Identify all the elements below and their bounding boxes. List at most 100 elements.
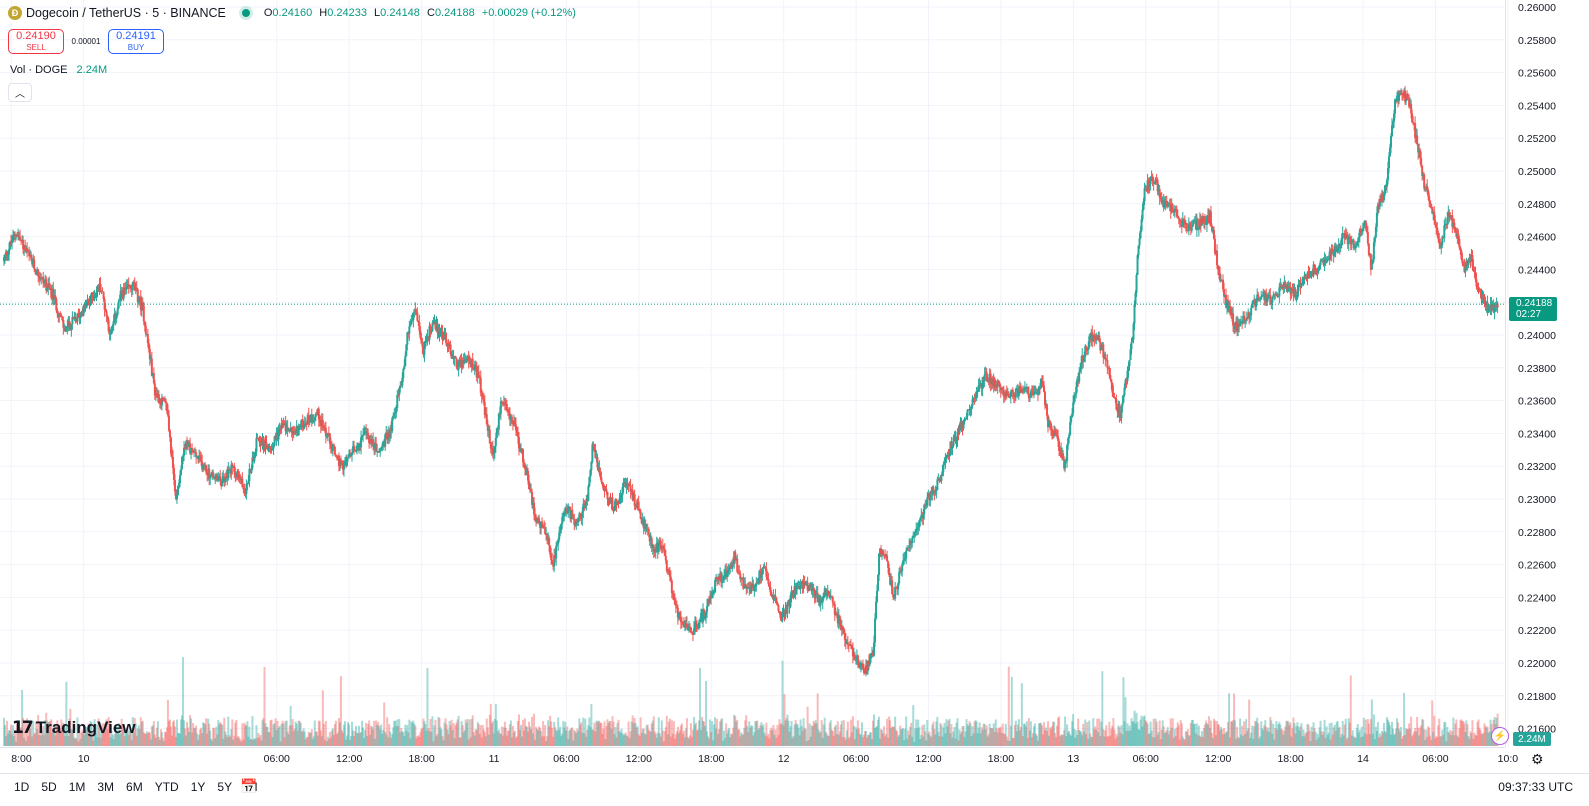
volume-bar (1268, 732, 1271, 746)
volume-bar (392, 727, 395, 746)
time-axis[interactable]: 8:00 10 06:00 12:00 18:00 11 06:00 12:00 18:00 12… (11, 753, 1518, 765)
volume-bar (457, 715, 460, 746)
price-axis[interactable]: 0.260000.258000.256000.254000.252000.250… (1518, 2, 1556, 736)
symbol-title[interactable]: Dogecoin / TetherUS · 5 · BINANCE (26, 6, 226, 20)
candle-body (86, 300, 89, 304)
range-1y[interactable]: 1Y (190, 780, 206, 794)
volume-bar (769, 729, 772, 746)
volume-bar (996, 732, 999, 746)
candle-body (957, 431, 960, 434)
candle-body (907, 547, 910, 549)
candle-body (485, 414, 488, 424)
sell-button[interactable]: 0.24190 SELL (8, 29, 64, 54)
candle-body (129, 285, 132, 289)
volume-legend[interactable]: Vol · DOGE 2.24M (10, 64, 107, 76)
volume-bar (694, 722, 697, 746)
volume-bar (445, 724, 448, 746)
lightning-icon[interactable]: ⚡ (1491, 727, 1509, 745)
volume-bar (660, 720, 663, 746)
volume-bar (229, 736, 232, 746)
candle-body (1328, 251, 1331, 260)
volume-bar (236, 737, 239, 746)
candle-body (1494, 304, 1497, 308)
volume-bar (67, 736, 70, 746)
candle-body (439, 332, 442, 335)
candle-body (424, 341, 427, 347)
volume-bar (237, 735, 240, 746)
volume-bar (48, 722, 51, 746)
candle-body (336, 455, 339, 458)
candle-body (1142, 201, 1145, 210)
tradingview-logo[interactable]: 𝟭𝟳 TradingView (12, 718, 136, 737)
candle-body (1308, 273, 1311, 276)
range-6m[interactable]: 6M (126, 780, 143, 794)
volume-bar (678, 730, 681, 746)
volume-bar (822, 724, 825, 746)
range-1m[interactable]: 1M (68, 780, 86, 794)
candle-body (32, 259, 35, 265)
candle-body (162, 399, 165, 401)
volume-bar (1375, 731, 1378, 746)
candle-body (1334, 245, 1337, 251)
collapse-legend-button[interactable]: ︿ (8, 83, 32, 102)
candle-body (1434, 220, 1437, 224)
candle-body (1310, 272, 1313, 275)
candle-body (229, 469, 232, 474)
candle-body (233, 466, 236, 473)
volume-bar (917, 719, 920, 746)
candle-body (820, 598, 823, 603)
buy-button[interactable]: 0.24191 BUY (108, 29, 164, 54)
volume-bar (240, 741, 243, 746)
candle-body (292, 430, 295, 435)
candle-body (1111, 382, 1114, 393)
volume-bar (44, 720, 47, 746)
candle-body (615, 499, 618, 506)
candle-body (817, 596, 820, 603)
volume-bar (903, 740, 906, 746)
volume-bar (611, 716, 614, 746)
candle-body (493, 446, 496, 453)
price-tick-label: 0.22400 (1518, 592, 1556, 604)
candle-body (1132, 323, 1135, 340)
volume-bar (841, 737, 844, 746)
candle-body (555, 545, 558, 559)
volume-bar (1137, 729, 1140, 746)
volume-bar (522, 730, 525, 746)
candle-body (1191, 223, 1194, 227)
calendar-icon[interactable]: 📅 (240, 778, 258, 794)
candle-body (665, 560, 668, 572)
volume-bar (713, 724, 716, 746)
volume-bar (1301, 736, 1304, 746)
volume-bar (73, 737, 76, 746)
candle-body (65, 328, 68, 332)
candle-body (932, 487, 935, 491)
range-5y[interactable]: 5Y (217, 780, 233, 794)
candle-body (179, 475, 182, 484)
volume-bar (723, 730, 726, 746)
utc-clock[interactable]: 09:37:33 UTC (1498, 780, 1573, 794)
candle-body (346, 457, 349, 459)
candle-body (971, 398, 974, 406)
range-ytd[interactable]: YTD (154, 780, 179, 794)
candle-body (1420, 157, 1423, 166)
volume-bar (1013, 724, 1016, 746)
gear-icon[interactable]: ⚙ (1531, 751, 1544, 767)
volume-bar (607, 722, 610, 746)
volume-bar (658, 733, 661, 746)
volume-bar (1431, 700, 1434, 746)
volume-bar (620, 728, 623, 746)
candle-body (1169, 205, 1172, 212)
range-5d[interactable]: 5D (41, 780, 57, 794)
volume-bar (1146, 723, 1149, 746)
volume-bar (1318, 727, 1321, 746)
volume-bar (760, 722, 763, 746)
candle-body (1320, 260, 1323, 262)
volume-bar (736, 720, 739, 746)
candle-body (15, 234, 18, 236)
range-all[interactable]: All (244, 780, 258, 794)
volume-bar (583, 733, 586, 746)
volume-bar (1211, 738, 1214, 746)
range-3m[interactable]: 3M (97, 780, 115, 794)
range-1d[interactable]: 1D (14, 780, 30, 794)
